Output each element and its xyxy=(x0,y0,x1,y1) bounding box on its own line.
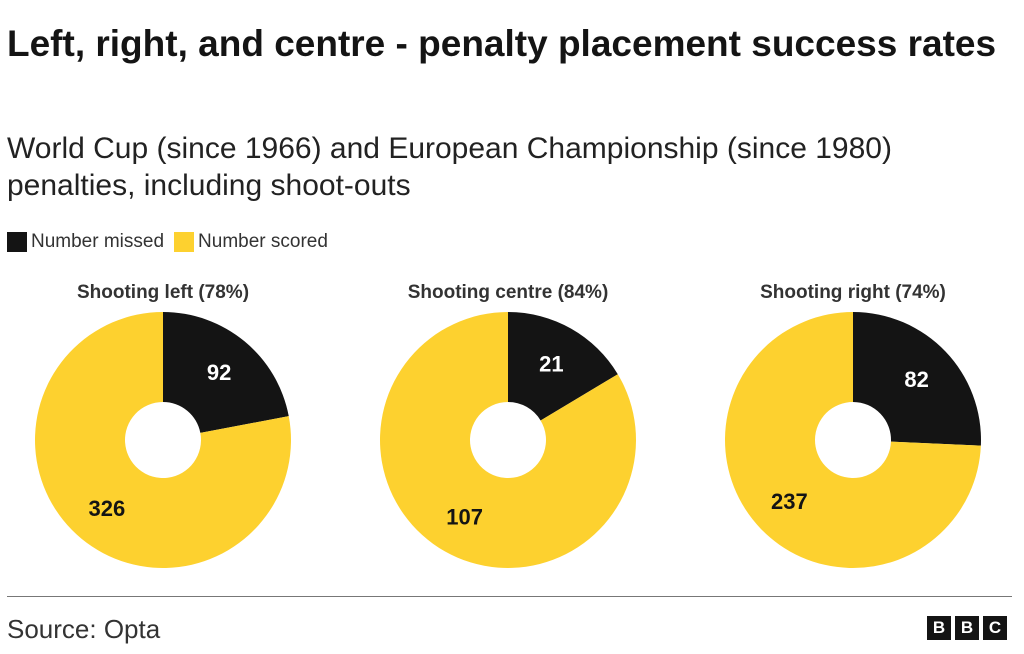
bbc-logo-block: B xyxy=(927,616,951,640)
source-note: Source: Opta xyxy=(7,614,161,644)
donut-chart-left: Shooting left (78%) 92 326 xyxy=(35,282,291,568)
donut-charts: Shooting left (78%) 92 326 Shooting centre … xyxy=(35,282,981,568)
donut-title-right: Shooting right (74%) xyxy=(760,282,946,303)
legend-swatch-scored xyxy=(174,232,195,252)
footer-divider xyxy=(7,596,1012,597)
legend-item-scored: Number scored xyxy=(174,231,328,253)
donut-title-left: Shooting left (78%) xyxy=(77,282,249,303)
donut-title-centre: Shooting centre (84%) xyxy=(408,282,609,303)
legend: Number missed Number scored xyxy=(7,231,338,253)
bbc-logo: B B C xyxy=(923,616,1007,640)
donut-label-scored: 107 xyxy=(446,505,483,530)
donut-label-missed: 21 xyxy=(539,351,563,376)
donut-label-missed: 82 xyxy=(904,367,928,392)
bbc-logo-block: C xyxy=(983,616,1007,640)
donut-label-scored: 237 xyxy=(771,489,808,514)
donut-slice-scored xyxy=(380,312,636,568)
chart-subtitle: World Cup (since 1966) and European Cham… xyxy=(7,132,892,202)
donut-slice-scored xyxy=(35,312,291,568)
donut-slice-missed xyxy=(163,312,289,433)
donut-slice-missed xyxy=(853,312,981,446)
chart-title: Left, right, and centre - penalty placem… xyxy=(7,23,997,64)
legend-label-scored: Number scored xyxy=(198,231,328,252)
donut-label-missed: 92 xyxy=(207,360,231,385)
bbc-logo-block: B xyxy=(955,616,979,640)
legend-label-missed: Number missed xyxy=(31,231,165,252)
donut-chart-right: Shooting right (74%) 82 237 xyxy=(725,282,981,568)
donut-chart-centre: Shooting centre (84%) 21 107 xyxy=(380,282,636,568)
donut-slice-missed xyxy=(508,312,618,421)
legend-swatch-missed xyxy=(7,232,27,252)
donut-slice-scored xyxy=(725,312,981,568)
legend-item-missed: Number missed xyxy=(7,231,164,253)
donut-label-scored: 326 xyxy=(89,496,126,521)
